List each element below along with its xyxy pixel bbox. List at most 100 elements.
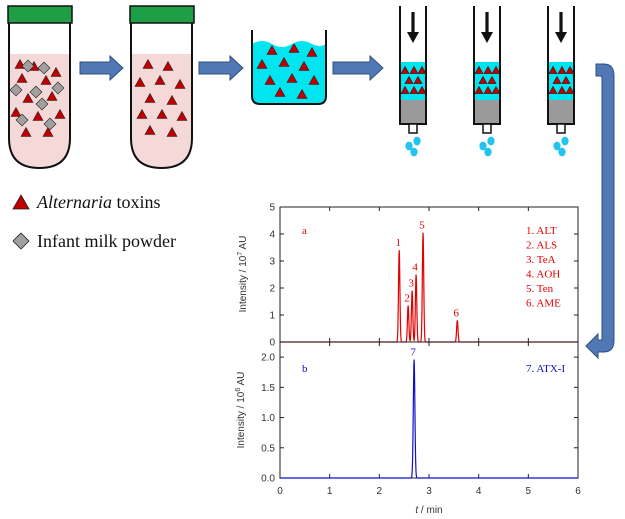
powder-diamond (43, 117, 57, 131)
toxin-triangle (142, 58, 154, 69)
chromatogram-panel-b: 0.0 0.5 1.0 1.5 2.0 0 1 2 3 4 5 6 Intensity / 106 … (235, 207, 581, 516)
a-legend-entry: 4. AOH (526, 269, 560, 281)
toxin-triangle (298, 60, 310, 71)
flow-arrow-right-2 (198, 54, 244, 82)
toxin-triangle (296, 88, 308, 99)
droplet-icon (479, 141, 487, 151)
down-arrow-icon (407, 12, 419, 43)
sample-tube-toxins (129, 5, 195, 170)
legend-a: 1. ALT 2. ALS 3. TeA 4. AOH 5. Ten 6. AME (526, 225, 561, 310)
powder-diamond (9, 83, 23, 97)
toxin-triangle (166, 126, 178, 137)
toxin-triangle (32, 110, 44, 121)
column-tip (408, 123, 418, 134)
toxin-triangle (400, 85, 410, 94)
toxin-triangle (22, 92, 34, 103)
chromatogram-panel-a: 0 1 2 3 4 5 Intensity / 107 AU a 1. ALT 2. ALS… (237, 203, 579, 349)
a-y-tick-label: 4 (269, 230, 275, 241)
b-legend-entry: 7. ATX-I (526, 363, 565, 375)
toxin-triangle (306, 46, 318, 57)
a-legend-entry: 6. AME (526, 298, 561, 310)
flow-arrow-right-3 (332, 54, 384, 82)
flow-arrow-right-1 (79, 54, 124, 82)
beaker-body (251, 30, 327, 105)
toxin-triangle (491, 65, 501, 74)
toxin-triangle (417, 65, 427, 74)
legend-toxins-label: Alternaria toxins (37, 191, 161, 212)
toxin-triangle (487, 75, 497, 84)
toxin-triangle (565, 65, 575, 74)
a-legend-entry: 3. TeA (526, 254, 556, 266)
column-frit (474, 100, 500, 124)
a-peak-label: 2 (404, 293, 410, 305)
toxin-triangle (565, 85, 575, 94)
column-frit (548, 100, 574, 124)
x-tick-label: 0 (277, 486, 283, 497)
a-y-tick-label: 2 (269, 284, 275, 295)
x-tick-label: 1 (327, 486, 333, 497)
toxin-triangle (409, 65, 419, 74)
flow-arrow-down-to-chromatogram (585, 63, 615, 360)
powder-diamond (51, 81, 65, 95)
toxin-triangle (10, 106, 22, 117)
powder-diamond (37, 61, 51, 75)
red-triangle-icon (12, 194, 30, 210)
toxin-triangle (548, 65, 558, 74)
a-y-tick-label: 5 (269, 203, 275, 214)
b-y-tick-label: 0.5 (261, 443, 275, 454)
toxin-triangle (266, 44, 278, 55)
droplet-icon (561, 136, 569, 146)
tube-cap (7, 5, 73, 24)
toxin-triangle (404, 75, 414, 84)
down-arrow-icon (555, 12, 567, 43)
toxin-triangle (174, 78, 186, 89)
toxin-triangle (46, 90, 58, 101)
a-peak-label: 4 (412, 262, 418, 274)
tube-body (130, 23, 193, 170)
toxin-triangle (557, 65, 567, 74)
droplet-icon (487, 136, 495, 146)
toxin-triangle (483, 65, 493, 74)
x-axis-b: 0 1 2 3 4 5 6 (277, 207, 581, 497)
a-legend-entry: 2. ALS (526, 240, 557, 252)
down-arrow-icon (481, 12, 493, 43)
gray-diamond-icon (12, 232, 30, 250)
b-y-tick-label: 1.0 (261, 413, 275, 424)
toxin-triangle (478, 75, 488, 84)
toxin-triangle (54, 108, 66, 119)
spe-column-1 (399, 6, 427, 157)
b-y-tick-label: 1.5 (261, 383, 275, 394)
beaker-solution (252, 41, 326, 104)
toxin-triangle (548, 85, 558, 94)
y-axis-label-b: Intensity / 106 AU (235, 372, 247, 449)
tube-body (8, 23, 71, 170)
toxin-triangle (166, 94, 178, 105)
y-axis-label-a: Intensity / 107 AU (237, 236, 249, 313)
toxin-triangle (176, 110, 188, 121)
powder-diamond (29, 85, 43, 99)
toxin-triangle (154, 74, 166, 85)
a-legend-entry: 5. Ten (526, 283, 554, 295)
x-tick-label: 5 (526, 486, 532, 497)
toxin-triangle (16, 72, 28, 83)
a-peak-label: 6 (454, 307, 460, 319)
toxin-triangle (400, 65, 410, 74)
a-peak-label: 3 (408, 278, 414, 290)
toxin-triangle (308, 74, 320, 85)
panel-label-a: a (302, 225, 307, 237)
b-y-tick-label: 2.0 (261, 353, 275, 364)
droplet-icon (484, 147, 492, 157)
droplet-icon (405, 141, 413, 151)
peak-labels-b: 7 (410, 347, 416, 359)
toxin-triangle (274, 86, 286, 97)
toxin-triangle (40, 74, 52, 85)
column-tip (556, 123, 566, 134)
a-legend-entry: 1. ALT (526, 225, 557, 237)
x-tick-label: 6 (575, 486, 581, 497)
x-tick-label: 4 (476, 486, 482, 497)
toxin-triangle (491, 85, 501, 94)
x-tick-label: 3 (426, 486, 432, 497)
toxin-triangle (162, 60, 174, 71)
b-y-tick-label: 0.0 (261, 474, 275, 485)
toxin-triangle (20, 126, 32, 137)
